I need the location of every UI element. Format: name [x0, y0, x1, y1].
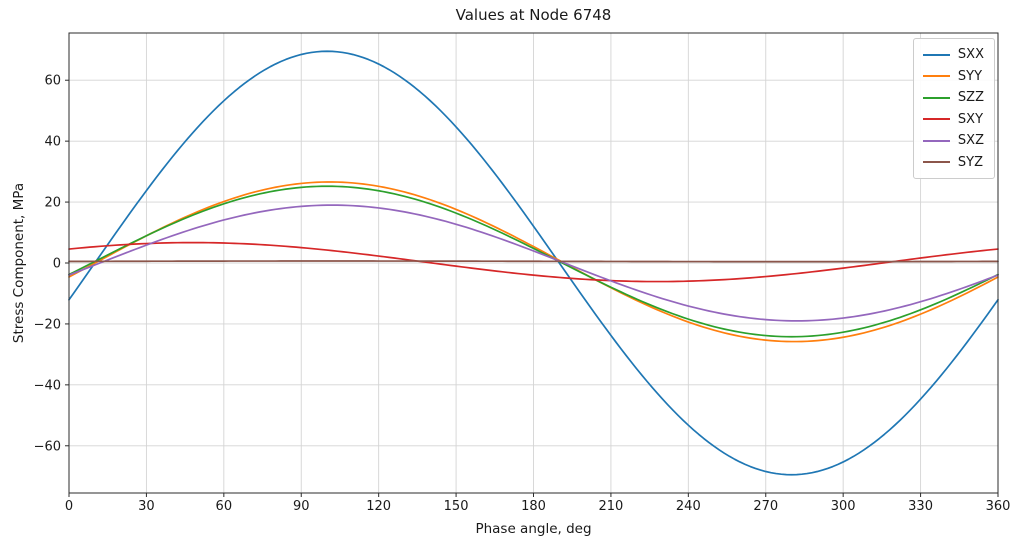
- legend-item-syy: SYY: [922, 66, 984, 88]
- x-tick-label: 0: [65, 499, 73, 514]
- legend-item-syz: SYZ: [922, 152, 984, 174]
- x-tick-label: 330: [908, 499, 933, 514]
- legend-box: SXX SYY SZZ SXY SXZ SYZ: [912, 38, 995, 179]
- series-line-szz: [68, 185, 999, 338]
- legend-line-swatch-sxx: [922, 53, 950, 56]
- legend-item-szz: SZZ: [922, 87, 984, 109]
- y-tick-label: 60: [44, 74, 61, 89]
- legend-label: SXZ: [957, 133, 984, 149]
- x-axis-label: Phase angle, deg: [475, 521, 592, 537]
- y-tick-label: −20: [34, 317, 61, 332]
- legend-line-swatch-syz: [922, 161, 950, 164]
- legend-line-swatch-syy: [922, 75, 950, 78]
- y-tick-label: 0: [53, 257, 61, 272]
- x-tick-label: 60: [216, 499, 233, 514]
- legend-label: SZZ: [957, 90, 984, 106]
- x-tick-label: 210: [599, 499, 624, 514]
- x-tick-label: 240: [676, 499, 701, 514]
- chart-title: Values at Node 6748: [455, 6, 612, 24]
- x-tick-label: 90: [293, 499, 310, 514]
- y-tick-label: −40: [34, 378, 61, 393]
- legend-label: SXY: [957, 111, 984, 127]
- y-tick-label: 20: [44, 196, 61, 211]
- legend-line-swatch-szz: [922, 96, 950, 99]
- x-tick-label: 270: [753, 499, 778, 514]
- series-line-sxx: [68, 50, 999, 476]
- y-tick-label: −60: [34, 439, 61, 454]
- x-tick-label: 300: [831, 499, 856, 514]
- legend-label: SYZ: [957, 154, 984, 170]
- series-line-syz: [68, 260, 999, 263]
- series-line-sxy: [68, 241, 999, 283]
- legend-item-sxz: SXZ: [922, 130, 984, 152]
- legend-line-swatch-sxy: [922, 118, 950, 121]
- legend-item-sxx: SXX: [922, 44, 984, 66]
- y-tick-label: 40: [44, 135, 61, 150]
- x-tick-label: 30: [138, 499, 155, 514]
- x-tick-label: 360: [986, 499, 1011, 514]
- x-tick-label: 120: [366, 499, 391, 514]
- legend-label: SXX: [957, 47, 984, 63]
- legend-line-swatch-sxz: [922, 139, 950, 142]
- x-tick-label: 180: [521, 499, 546, 514]
- x-tick-label: 150: [444, 499, 469, 514]
- legend-item-sxy: SXY: [922, 109, 984, 131]
- legend-label: SYY: [957, 68, 983, 84]
- series-line-sxz: [68, 204, 999, 322]
- series-line-syy: [68, 181, 999, 343]
